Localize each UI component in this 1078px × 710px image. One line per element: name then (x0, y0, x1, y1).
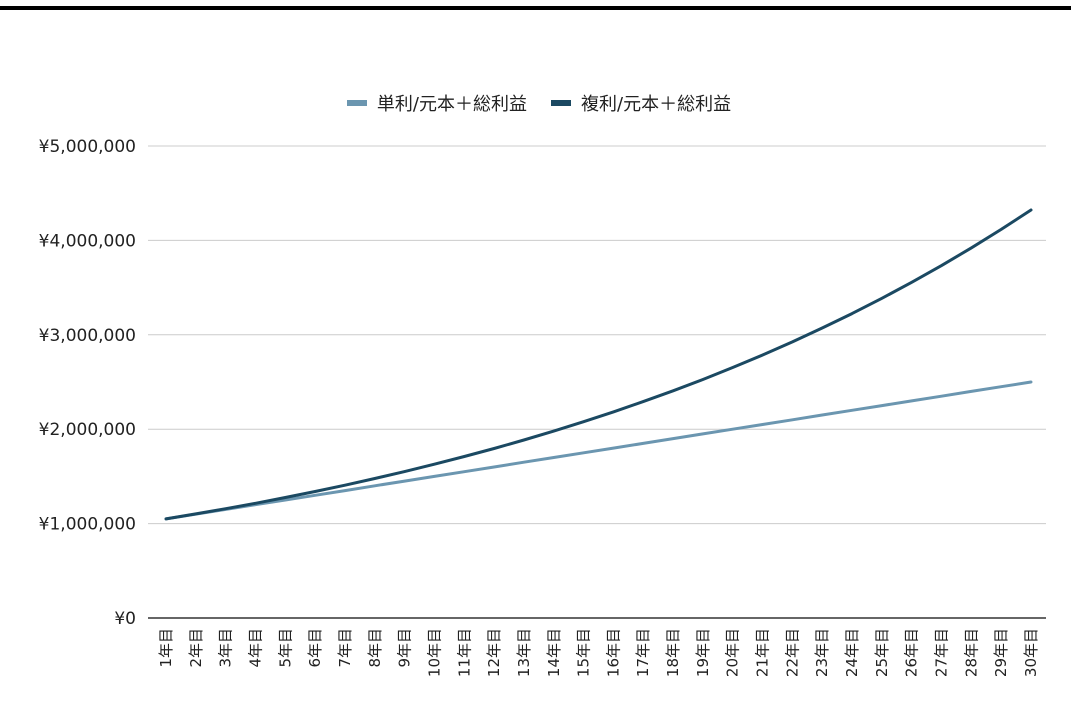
x-tick-label: 30年目 (1022, 628, 1040, 677)
x-tick-label: 12年目 (485, 628, 503, 677)
x-tick-label: 26年目 (903, 628, 921, 677)
x-tick-label: 10年目 (425, 628, 443, 677)
x-axis-tick-labels: 1年目 2年目 3年目 4年目 5年目 6年目 7年目 8年目 9年目 10年目 11年目 12年目 1… (157, 628, 1040, 677)
y-tick-label: ¥1,000,000 (39, 515, 136, 535)
y-tick-label: ¥5,000,000 (39, 137, 136, 157)
x-tick-label: 28年目 (962, 628, 980, 677)
x-tick-label: 22年目 (783, 628, 801, 677)
series-line-simple-interest[interactable] (164, 380, 1033, 521)
x-tick-label: 13年目 (515, 628, 533, 677)
legend-swatch-simple-interest (346, 100, 367, 106)
x-tick-label: 25年目 (873, 628, 891, 677)
legend-label-simple-interest: 単利/元本＋総利益 (376, 94, 527, 115)
top-border-rule (0, 6, 1071, 10)
x-tick-label: 17年目 (634, 628, 652, 677)
x-tick-label: 16年目 (604, 628, 622, 677)
x-tick-label: 24年目 (843, 628, 861, 677)
x-tick-label: 19年目 (694, 628, 712, 677)
x-tick-label: 20年目 (724, 628, 742, 677)
x-tick-label: 9年目 (396, 628, 414, 668)
x-tick-label: 3年目 (217, 628, 235, 668)
x-tick-label: 15年目 (575, 628, 593, 677)
legend-item-simple-interest[interactable]: 単利/元本＋総利益 (346, 90, 527, 116)
legend-label-compound-interest: 複利/元本＋総利益 (581, 94, 732, 115)
x-tick-label: 8年目 (366, 628, 384, 668)
y-tick-label: ¥4,000,000 (39, 231, 136, 251)
x-tick-label: 14年目 (545, 628, 563, 677)
y-tick-label: ¥2,000,000 (39, 420, 136, 440)
legend: 単利/元本＋総利益 複利/元本＋総利益 (0, 88, 1078, 118)
x-tick-label: 4年目 (246, 628, 264, 668)
gridlines (148, 145, 1046, 525)
x-tick-label: 21年目 (754, 628, 772, 677)
x-tick-label: 6年目 (306, 628, 324, 668)
x-tick-label: 7年目 (336, 628, 354, 668)
x-tick-label: 18年目 (664, 628, 682, 677)
x-tick-label: 11年目 (455, 628, 473, 677)
x-tick-label: 23年目 (813, 628, 831, 677)
legend-item-compound-interest[interactable]: 複利/元本＋総利益 (551, 90, 731, 116)
y-axis-tick-labels: ¥0 ¥1,000,000 ¥2,000,000 ¥3,000,000 ¥4,000,0… (39, 137, 136, 629)
x-tick-label: 27年目 (933, 628, 951, 677)
x-tick-label: 5年目 (276, 628, 294, 668)
series-lines (164, 208, 1033, 521)
x-tick-label: 2年目 (187, 628, 205, 668)
y-tick-label: ¥3,000,000 (39, 326, 136, 346)
x-tick-label: 1年目 (157, 628, 175, 668)
legend-swatch-compound-interest (551, 100, 571, 106)
y-tick-label: ¥0 (114, 609, 136, 629)
x-tick-label: 29年目 (992, 628, 1010, 677)
series-line-compound-interest[interactable] (164, 208, 1033, 521)
